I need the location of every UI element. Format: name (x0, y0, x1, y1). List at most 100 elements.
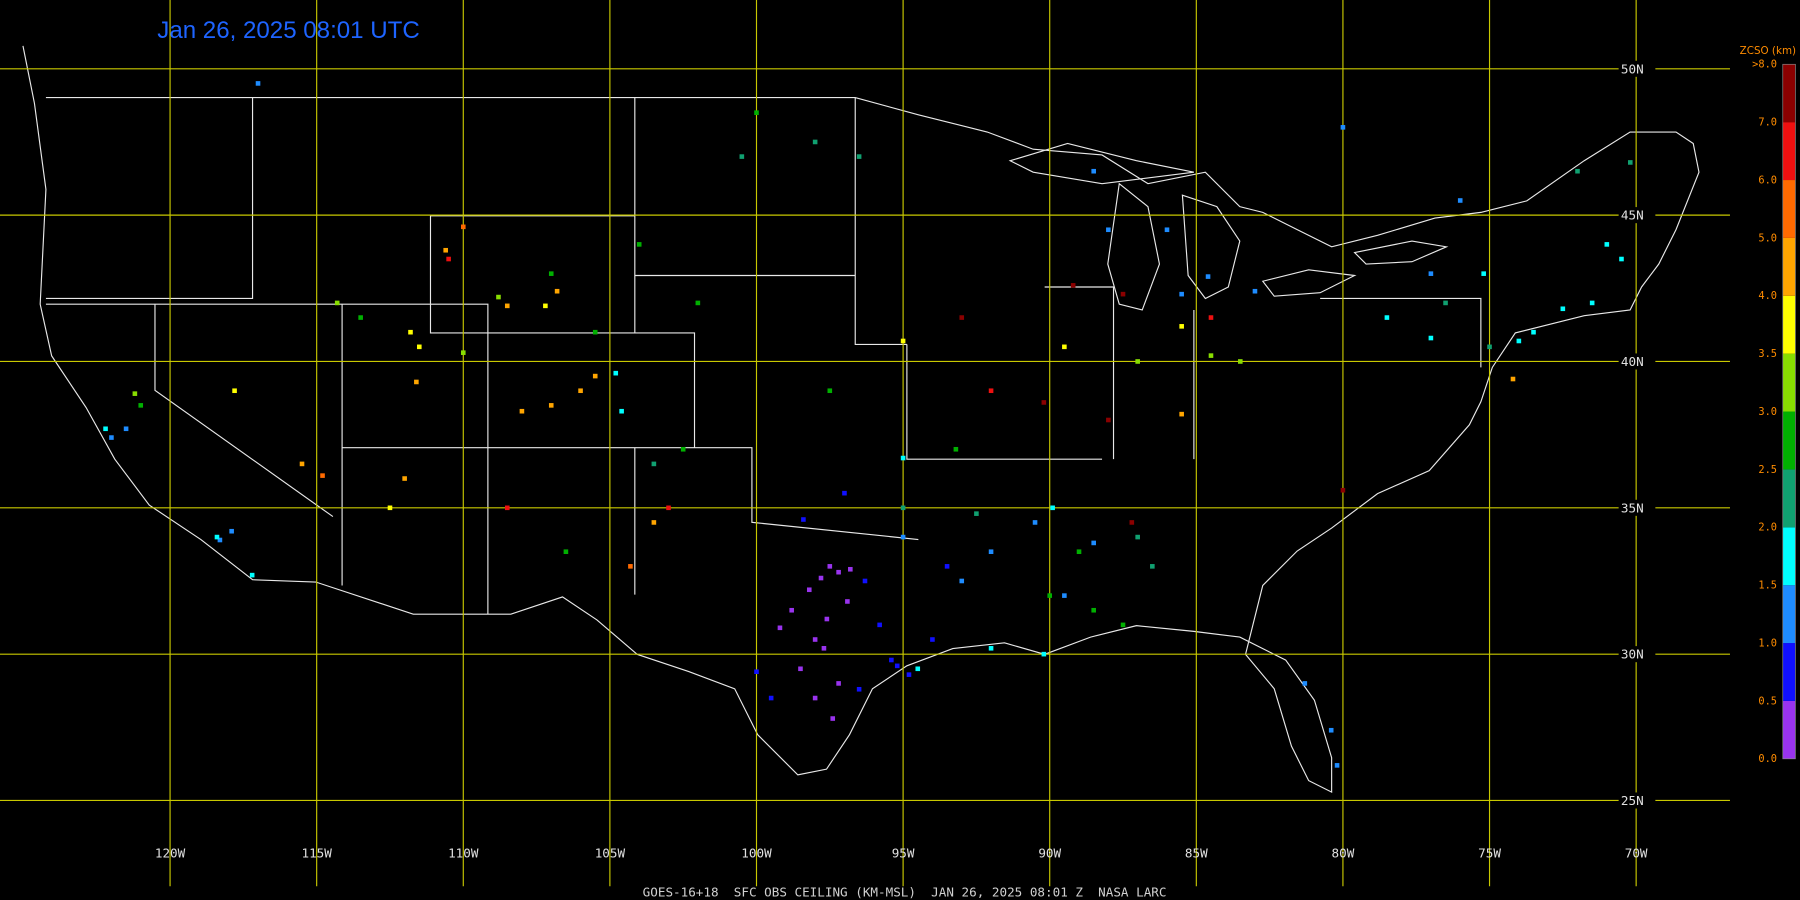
colorbar-segment (1782, 469, 1796, 528)
station-obs (1120, 291, 1126, 297)
colorbar-segment (1782, 527, 1796, 586)
colorbar-segment (1782, 353, 1796, 412)
station-obs (754, 669, 759, 675)
station-obs (1384, 315, 1390, 320)
labels: 120W 115W 110W 105W 100W 95W 90W 85W 80W 75W 70W 50… (155, 60, 1656, 861)
colorbar-label: 3.0 (1758, 406, 1777, 418)
station-obs (944, 564, 950, 569)
station-obs (827, 388, 833, 394)
station-obs (1238, 359, 1243, 364)
station-obs (1589, 300, 1595, 306)
station-obs (1150, 564, 1155, 569)
station-obs (1135, 534, 1140, 540)
station-obs (1510, 376, 1516, 382)
colorbar-label: >8.0 (1752, 59, 1777, 71)
lat-label: 35N (1621, 500, 1644, 515)
station-obs (1575, 168, 1580, 174)
station-obs (812, 139, 818, 145)
station-obs (777, 625, 783, 631)
lat-label: 50N (1621, 61, 1644, 76)
station-obs (1041, 651, 1047, 657)
station-obs (543, 303, 548, 309)
lat-label: 45N (1621, 208, 1644, 223)
station-obs (636, 242, 642, 247)
station-obs (1627, 160, 1633, 165)
colorbar-label: 0.0 (1758, 753, 1777, 765)
station-obs (1091, 607, 1096, 613)
station-obs (1428, 271, 1434, 276)
station-obs (592, 329, 598, 335)
station-obs (417, 344, 422, 350)
colorbar-label: 7.0 (1758, 117, 1777, 129)
lat-label-bg (1618, 207, 1656, 224)
station-obs (789, 607, 794, 613)
station-obs (1047, 593, 1053, 598)
station-obs (1050, 505, 1055, 511)
station-obs (1328, 727, 1334, 733)
lon-label: 80W (1332, 846, 1355, 861)
colorbar-segment (1782, 295, 1796, 354)
station-obs (109, 435, 114, 440)
graticule (0, 0, 1730, 887)
station-obs (1091, 540, 1096, 546)
station-obs (666, 505, 671, 511)
station-obs (496, 294, 501, 300)
station-obs (554, 288, 560, 294)
station-obs (1106, 417, 1111, 423)
state-line (45, 97, 1482, 615)
station-obs (1208, 315, 1214, 320)
station-obs (1481, 271, 1486, 276)
station-obs (1334, 763, 1340, 768)
station-obs (856, 686, 862, 692)
station-obs (548, 403, 554, 408)
colorbar-frame (1782, 63, 1796, 760)
station-obs (460, 224, 466, 230)
lat-label-bg (1618, 353, 1656, 370)
station-obs (818, 575, 824, 581)
lon-label: 120W (155, 846, 186, 861)
lon-label: 100W (741, 846, 772, 861)
colorbar-segment (1782, 237, 1796, 296)
station-obs (138, 403, 144, 408)
station-obs (900, 338, 906, 344)
station-obs (988, 645, 994, 651)
colorbar-title: ZCSO (km) (1740, 45, 1796, 57)
station-obs (812, 637, 818, 642)
colorbar-label: 1.5 (1758, 580, 1777, 592)
lat-label-bg (1618, 792, 1656, 809)
lon-label: 90W (1038, 846, 1061, 861)
lon-label: 110W (448, 846, 479, 861)
station-obs (959, 315, 965, 320)
station-obs (1252, 288, 1258, 294)
station-obs (1428, 335, 1434, 341)
station-obs (1487, 344, 1492, 350)
station-obs (1340, 487, 1346, 493)
station-obs (1516, 338, 1522, 344)
station-obs (1076, 549, 1082, 555)
station-obs (578, 388, 583, 394)
station-obs (563, 549, 569, 555)
station-obs (1604, 242, 1610, 247)
station-obs (856, 154, 862, 159)
station-obs (900, 455, 906, 461)
station-obs (959, 578, 965, 584)
lon-label: 70W (1625, 846, 1648, 861)
station-obs (628, 564, 633, 569)
station-obs (229, 528, 234, 534)
footer: GOES-16+18 SFC OBS CEILING (KM-MSL) JAN … (643, 885, 1167, 900)
station-obs (801, 517, 806, 522)
colorbar-label: 1.0 (1758, 637, 1777, 649)
station-obs (214, 534, 220, 540)
station-obs (1135, 359, 1140, 364)
station-obs (519, 408, 525, 414)
station-obs (1179, 291, 1184, 297)
station-obs (1205, 274, 1211, 279)
station-obs (680, 446, 686, 452)
station-obs (695, 300, 701, 306)
station-obs (443, 247, 448, 253)
station-obs (900, 534, 906, 540)
great-lakes (1008, 142, 1449, 311)
station-obs (894, 663, 900, 669)
station-obs (619, 408, 624, 414)
us-outline (22, 45, 1700, 794)
